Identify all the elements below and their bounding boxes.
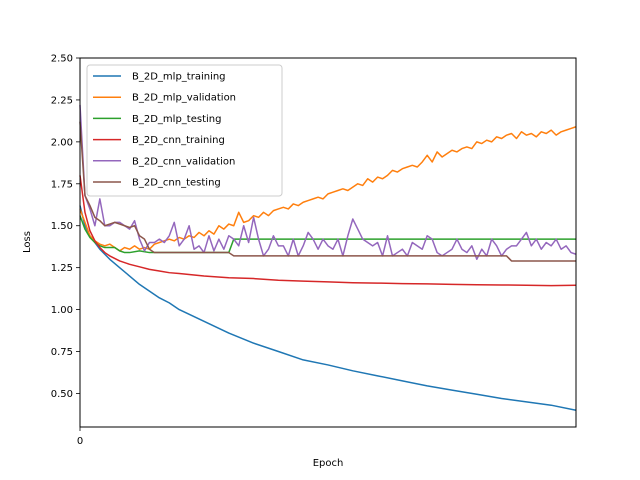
y-tick-label: 1.00 [51,305,73,316]
legend-label: B_2D_mlp_testing [132,114,221,125]
legend-label: B_2D_mlp_training [132,72,226,83]
y-tick-label: 2.25 [51,95,73,106]
legend-label: B_2D_cnn_validation [132,156,235,167]
legend-box [86,64,283,197]
series-line-B_2D_cnn_training [79,175,577,287]
series-line-B_2D_cnn_validation [79,104,577,261]
y-tick-label: 0.50 [51,389,73,400]
series-line-B_2D_mlp_testing [79,215,576,254]
legend-label: B_2D_cnn_testing [132,178,221,189]
y-tick-label: 1.75 [51,179,73,190]
y-tick-label: 1.50 [51,221,73,232]
y-axis-ticks: 0.50 0.75 1.00 1.25 1.50 1.75 2.00 2.25 2.50 [51,54,80,400]
y-tick-label: 2.50 [51,54,73,65]
legend-label: B_2D_cnn_training [132,135,225,146]
legend: B_2D_mlp_training B_2D_mlp_validation B_2D… [86,64,283,197]
y-tick-label: 1.25 [51,263,73,274]
y-tick-label: 2.00 [51,137,73,148]
x-axis-label: Epoch [313,458,344,469]
x-tick-label: 0 [77,436,83,447]
x-axis-ticks: 0 [77,427,83,447]
legend-label: B_2D_mlp_validation [132,93,236,104]
series-line-B_2D_mlp_training [79,205,577,411]
y-axis-label: Loss [22,231,33,253]
series-line-B_2D_cnn_testing [79,121,576,262]
series-lines [79,104,577,411]
plot-frame [79,57,577,428]
y-tick-label: 0.75 [51,347,73,358]
